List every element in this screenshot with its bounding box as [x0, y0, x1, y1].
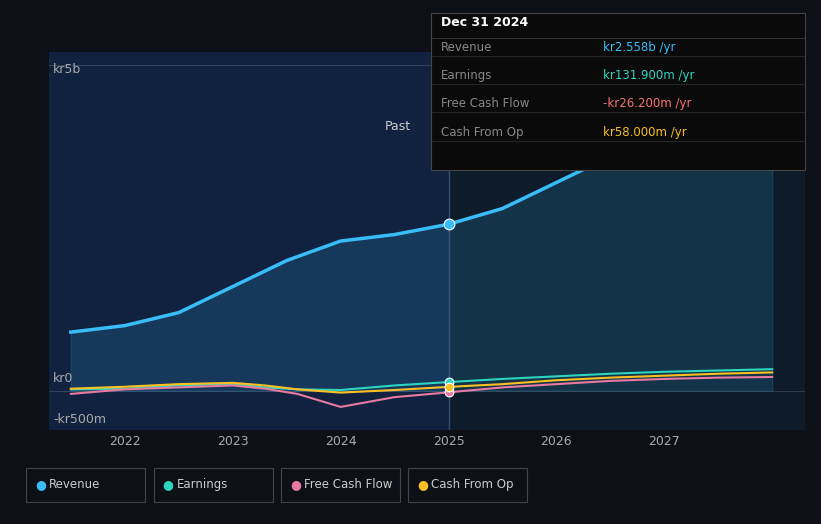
Point: [442, 383, 455, 391]
Text: Revenue: Revenue: [441, 41, 493, 53]
Text: -kr26.200m /yr: -kr26.200m /yr: [603, 97, 692, 110]
Text: Earnings: Earnings: [441, 69, 493, 82]
Text: Free Cash Flow: Free Cash Flow: [441, 97, 530, 110]
Text: ●: ●: [35, 478, 46, 491]
Text: kr0: kr0: [53, 372, 73, 385]
Text: ●: ●: [417, 478, 428, 491]
Text: kr5b: kr5b: [53, 62, 81, 75]
Bar: [49, 52, 448, 430]
Point: [442, 388, 455, 397]
Text: Cash From Op: Cash From Op: [441, 126, 523, 138]
Point: [442, 220, 455, 228]
Text: Dec 31 2024: Dec 31 2024: [441, 16, 528, 29]
Text: -kr500m: -kr500m: [53, 413, 106, 426]
Text: Free Cash Flow: Free Cash Flow: [304, 478, 392, 491]
Text: Past: Past: [384, 121, 410, 133]
Text: Revenue: Revenue: [49, 478, 101, 491]
Text: kr2.558b /yr: kr2.558b /yr: [603, 41, 676, 53]
Text: Cash From Op: Cash From Op: [431, 478, 513, 491]
Text: ●: ●: [290, 478, 300, 491]
Point: [442, 378, 455, 386]
Text: kr131.900m /yr: kr131.900m /yr: [603, 69, 695, 82]
Text: Earnings: Earnings: [177, 478, 228, 491]
Text: kr58.000m /yr: kr58.000m /yr: [603, 126, 687, 138]
Text: ●: ●: [163, 478, 173, 491]
Text: Analysts Forecasts: Analysts Forecasts: [465, 121, 581, 133]
